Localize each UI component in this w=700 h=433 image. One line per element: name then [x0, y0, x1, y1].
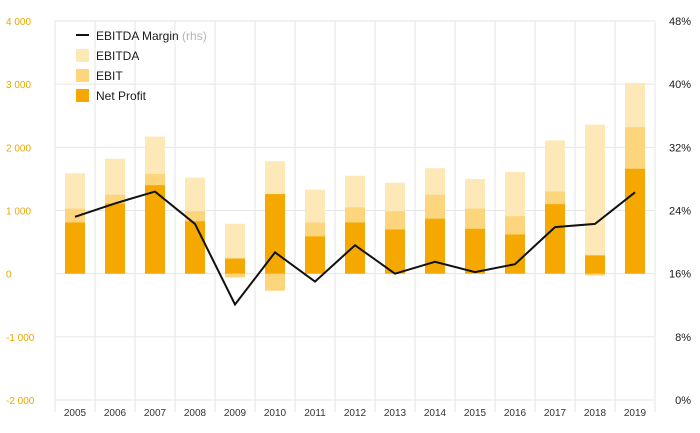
bar-net-profit — [265, 194, 285, 274]
bar-net-profit — [425, 218, 445, 274]
x-tick-label: 2019 — [624, 408, 647, 419]
bar-ebit — [265, 273, 285, 291]
x-tick-label: 2018 — [584, 408, 607, 419]
bar-ebitda — [585, 124, 605, 274]
bar-net-profit — [225, 258, 245, 274]
bar-net-profit — [65, 222, 85, 274]
bar-net-profit — [625, 168, 645, 274]
bar-net-profit — [105, 203, 125, 274]
legend-label: EBITDA — [96, 49, 139, 63]
bar-net-profit — [545, 204, 565, 274]
gridlines — [54, 20, 656, 412]
legend-label-suffix: (rhs) — [179, 29, 207, 43]
y-left-tick-label: 0 — [6, 270, 12, 281]
bar-ebit — [585, 273, 605, 276]
bar-net-profit — [305, 236, 325, 274]
axes: 4 000 3 000 2 000 1 000 0 -1 000 -2 000 48% 40% 3… — [6, 16, 691, 419]
margin-line — [74, 190, 636, 307]
y-right-tick-label: 40% — [669, 79, 691, 91]
y-left-tick-label: 3 000 — [6, 80, 31, 91]
legend-label: EBIT — [96, 69, 123, 83]
x-tick-label: 2016 — [504, 408, 527, 419]
x-tick-label: 2015 — [464, 408, 487, 419]
x-tick-label: 2009 — [224, 408, 247, 419]
line-ebitda-margin — [74, 190, 636, 307]
y-right-tick-label: 0% — [675, 395, 691, 407]
legend-label: EBITDA Margin (rhs) — [96, 29, 207, 43]
y-right-tick-label: 8% — [675, 332, 691, 344]
x-tick-label: 2007 — [144, 408, 167, 419]
x-tick-label: 2012 — [344, 408, 367, 419]
x-tick-label: 2013 — [384, 408, 407, 419]
x-tick-label: 2017 — [544, 408, 567, 419]
x-tick-label: 2011 — [304, 408, 326, 419]
y-left-tick-label: 4 000 — [6, 17, 31, 28]
legend-swatch — [76, 89, 89, 102]
y-right-tick-label: 32% — [669, 142, 691, 154]
y-right-tick-label: 16% — [669, 269, 691, 281]
x-tick-label: 2008 — [184, 408, 207, 419]
bars — [65, 82, 645, 291]
legend-swatch — [76, 69, 89, 82]
y-left-tick-label: 2 000 — [6, 143, 31, 154]
y-left-tick-label: -1 000 — [6, 333, 35, 344]
bar-net-profit — [145, 185, 165, 274]
bar-net-profit — [345, 222, 365, 274]
bar-net-profit — [585, 255, 605, 274]
x-tick-label: 2005 — [64, 408, 87, 419]
y-left-tick-label: -2 000 — [6, 396, 35, 407]
x-tick-label: 2010 — [264, 408, 287, 419]
bar-net-profit — [385, 229, 405, 274]
y-right-tick-label: 48% — [669, 16, 691, 28]
x-tick-label: 2006 — [104, 408, 127, 419]
y-left-tick-label: 1 000 — [6, 207, 31, 218]
bar-ebit — [225, 273, 245, 278]
bar-net-profit — [505, 234, 525, 274]
legend-swatch — [76, 49, 89, 62]
bar-net-profit — [185, 221, 205, 274]
legend: EBITDA Margin (rhs) EBITDA EBIT Net Profit — [76, 29, 207, 103]
y-right-tick-label: 24% — [669, 206, 691, 218]
legend-label: Net Profit — [96, 89, 147, 103]
x-tick-label: 2014 — [424, 408, 447, 419]
bar-net-profit — [465, 228, 485, 274]
